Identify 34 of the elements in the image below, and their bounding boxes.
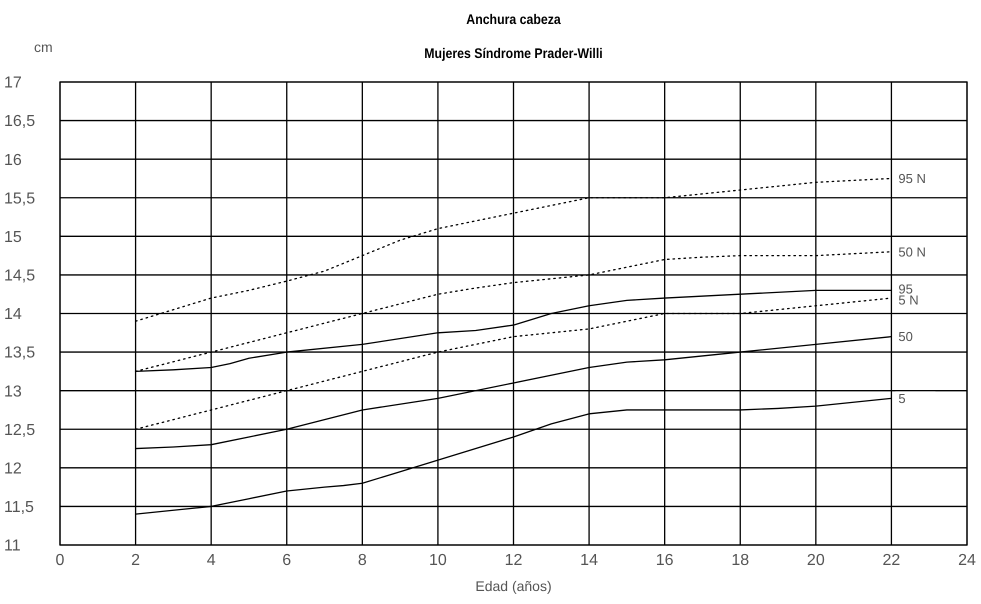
y-tick-label: 16 (4, 152, 22, 169)
x-tick-label: 20 (806, 552, 825, 569)
series-label: 50 N (898, 244, 926, 260)
y-axis-title: cm (34, 39, 53, 55)
chart-title: Anchura cabeza (466, 11, 562, 28)
x-tick-label: 16 (656, 552, 674, 569)
x-tick-label: 12 (504, 552, 522, 569)
y-tick-label: 16,5 (4, 113, 36, 130)
x-tick-label: 14 (580, 552, 598, 569)
y-tick-label: 13 (4, 383, 22, 400)
series-label: 95 N (898, 171, 926, 186)
x-tick-label: 2 (131, 552, 140, 569)
x-tick-label: 0 (56, 552, 65, 569)
series-label: 5 (898, 390, 906, 406)
y-tick-label: 13,5 (4, 344, 36, 362)
x-tick-label: 22 (882, 552, 900, 569)
y-tick-label: 12,5 (4, 422, 36, 439)
y-tick-label: 12 (4, 460, 22, 478)
y-tick-label: 11,5 (4, 499, 34, 516)
x-tick-label: 4 (206, 552, 216, 569)
y-tick-label: 14,5 (4, 268, 36, 285)
y-tick-label: 15 (4, 228, 22, 246)
y-tick-label: 14 (4, 306, 22, 324)
y-tick-label: 15,5 (4, 190, 36, 208)
y-tick-label: 17 (4, 74, 22, 92)
x-tick-label: 24 (958, 552, 976, 569)
chart-subtitle: Mujeres Síndrome Prader-Willi (424, 45, 603, 62)
x-tick-label: 6 (282, 552, 292, 569)
x-tick-label: 10 (429, 552, 447, 569)
series-label: 50 (898, 329, 913, 344)
x-tick-label: 18 (731, 552, 750, 569)
x-axis-title: Edad (años) (475, 578, 552, 594)
x-tick-label: 8 (358, 552, 367, 569)
y-tick-label: 11 (4, 538, 21, 555)
